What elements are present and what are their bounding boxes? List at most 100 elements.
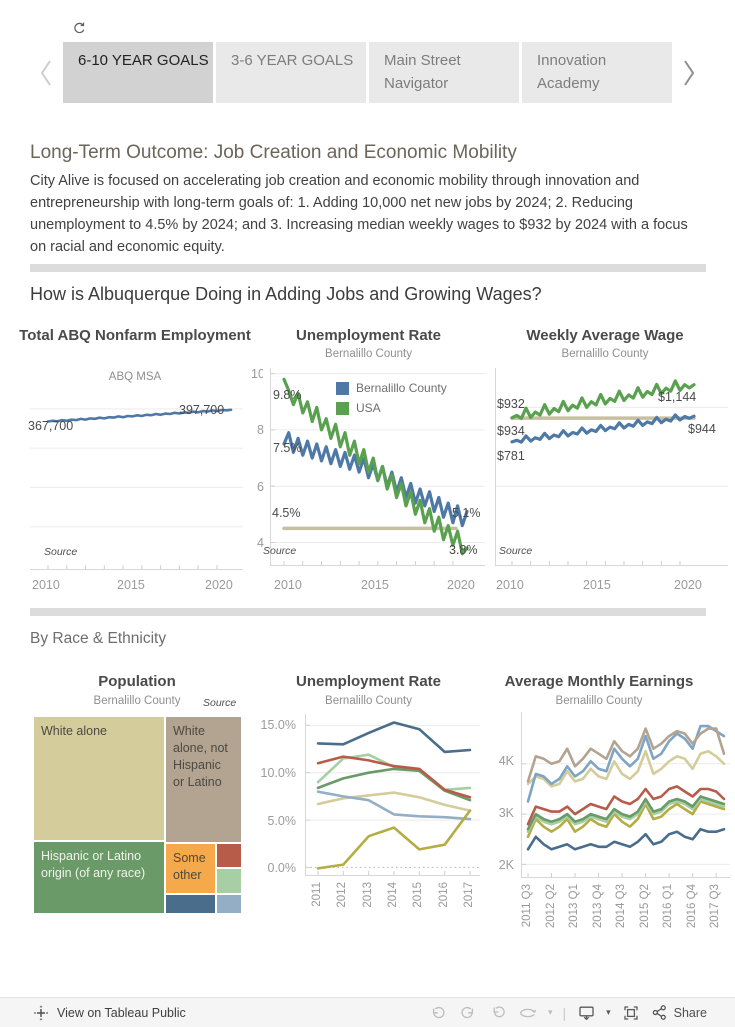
bernalillo-end-label: $944 [688, 422, 716, 436]
x-tick-label: 2013 [361, 882, 374, 908]
tableau-toolbar: View on Tableau Public ▾ | ▾ [0, 997, 735, 1027]
treemap-cell-white-not-hispanic[interactable]: White alone, not Hispanic or Latino [165, 716, 242, 843]
x-tick-label: 2013 Q4 [591, 884, 604, 929]
divider [30, 264, 706, 272]
y-tick-label: 10.0% [260, 766, 296, 780]
earnings-plot[interactable] [521, 712, 730, 878]
tab-6-10-year-goals[interactable]: 6-10 YEAR GOALS [63, 42, 213, 103]
refresh-icon[interactable] [72, 21, 86, 35]
x-axis-labels: 2011 2012 2013 2014 2015 2016 2017 [305, 880, 480, 924]
unemployment-race-plot[interactable] [305, 714, 480, 876]
legend-swatch-bernalillo [336, 381, 349, 395]
x-tick-label: 2020 [674, 578, 702, 592]
legend: Bernalillo County USA [336, 378, 447, 418]
treemap-cell-white-alone[interactable]: White alone [33, 716, 165, 841]
legend-swatch-usa [336, 401, 349, 415]
chart-subtitle-unemployment: Bernalillo County [325, 348, 412, 360]
employment-end-label: 397,700 [179, 403, 225, 417]
wage-target-label: $932 [497, 397, 525, 411]
tab-label: Main Street Navigator [384, 52, 461, 92]
divider [30, 608, 706, 616]
employment-start-label: 367,700 [28, 419, 74, 433]
y-tick-label: 4 [257, 536, 264, 550]
line-chart-svg [271, 373, 485, 565]
treemap-cell-small-2[interactable] [216, 868, 242, 894]
source-link[interactable]: Source [499, 545, 533, 557]
x-tick-label: 2016 [437, 882, 450, 908]
y-tick-label: 4K [498, 754, 514, 768]
fullscreen-icon[interactable] [621, 1004, 641, 1022]
treemap-cell-small-4[interactable] [216, 894, 242, 914]
chart-title-population: Population [98, 673, 176, 690]
x-tick-label: 2010 [32, 578, 60, 592]
chart-title-wage: Weekly Average Wage [526, 327, 684, 344]
share-label: Share [673, 1005, 707, 1020]
undo-icon[interactable] [428, 1004, 448, 1022]
y-tick-label: 5.0% [267, 814, 297, 828]
refresh-menu-caret-icon[interactable]: ▾ [547, 1007, 553, 1018]
source-link[interactable]: Source [263, 545, 297, 557]
tab-label: 6-10 YEAR GOALS [78, 52, 209, 69]
x-tick-label: 2015 [583, 578, 611, 592]
page-title: Long-Term Outcome: Job Creation and Econ… [30, 142, 517, 163]
tab-label: Innovation Academy [537, 52, 607, 92]
population-treemap[interactable]: White alone White alone, not Hispanic or… [33, 716, 242, 914]
tab-main-street-navigator[interactable]: Main Street Navigator [369, 42, 519, 103]
treemap-cell-some-other[interactable]: Some other [165, 843, 216, 894]
reset-icon[interactable] [488, 1004, 508, 1022]
x-tick-label: 2011 Q3 [521, 884, 533, 928]
tab-label: 3-6 YEAR GOALS [231, 52, 354, 69]
source-link[interactable]: Source [44, 546, 78, 558]
usa-start-label: $934 [497, 424, 525, 438]
cell-label: White alone, not Hispanic or Latino [173, 724, 228, 789]
line-chart-svg [522, 724, 730, 877]
source-link[interactable]: Source [203, 697, 237, 709]
legend-label: Bernalillo County [356, 381, 447, 395]
x-tick-label: 2015 [117, 578, 145, 592]
chart-title-unemployment: Unemployment Rate [295, 327, 442, 344]
x-tick-label: 2012 [336, 882, 349, 908]
treemap-cell-small-3[interactable] [165, 894, 216, 914]
x-tick-label: 2016 Q4 [685, 884, 698, 929]
wage-plot[interactable] [495, 368, 728, 566]
bernalillo-start-label: $781 [497, 449, 525, 463]
x-tick-label: 2010 [496, 578, 524, 592]
chart-title-earnings: Average Monthly Earnings [504, 673, 694, 690]
device-layout-icon[interactable] [576, 1004, 596, 1022]
x-tick-label: 2015 [361, 578, 389, 592]
tab-innovation-academy[interactable]: Innovation Academy [522, 42, 672, 103]
view-on-tableau-public-link[interactable]: View on Tableau Public [33, 1005, 186, 1021]
refresh-data-icon[interactable] [518, 1004, 538, 1022]
bernalillo-start-label: 7.5% [273, 441, 302, 455]
tab-bar: 6-10 YEAR GOALS 3-6 YEAR GOALS Main Stre… [63, 42, 672, 103]
treemap-cell-small-1[interactable] [216, 843, 242, 868]
employment-plot[interactable] [30, 393, 243, 570]
usa-end-label: 3.8% [449, 543, 478, 557]
x-tick-label: 2010 [274, 578, 302, 592]
y-tick-label: 3K [498, 806, 514, 820]
tabs-scroll-right-icon[interactable] [681, 58, 699, 88]
unemployment-plot[interactable] [270, 368, 485, 566]
redo-icon[interactable] [458, 1004, 478, 1022]
line-chart-svg [496, 379, 728, 565]
toolbar-separator: | [562, 1004, 567, 1021]
treemap-cell-hispanic-latino[interactable]: Hispanic or Latino origin (of any race) [33, 841, 165, 914]
x-tick-label: 2011 [311, 882, 323, 907]
device-menu-caret-icon[interactable]: ▾ [606, 1007, 611, 1018]
tabs-scroll-left-icon[interactable] [38, 58, 56, 88]
x-tick-label: 2015 [412, 882, 425, 908]
y-tick-label: 6 [257, 480, 264, 494]
x-tick-label: 2016 Q1 [662, 884, 675, 929]
chart-subtitle-population: Bernalillo County [93, 695, 181, 707]
share-icon [652, 1005, 666, 1020]
tab-3-6-year-goals[interactable]: 3-6 YEAR GOALS [216, 42, 366, 103]
y-tick-label: 10 [251, 367, 263, 381]
x-tick-label: 2017 [463, 882, 475, 908]
y-tick-label: 0.0% [267, 861, 297, 875]
cell-label: Hispanic or Latino origin (of any race) [41, 849, 146, 880]
x-tick-label: 2020 [447, 578, 475, 592]
chart-subtitle-wage: Bernalillo County [561, 348, 649, 360]
share-button[interactable]: Share [651, 1004, 707, 1021]
cell-label: Some other [173, 851, 206, 882]
